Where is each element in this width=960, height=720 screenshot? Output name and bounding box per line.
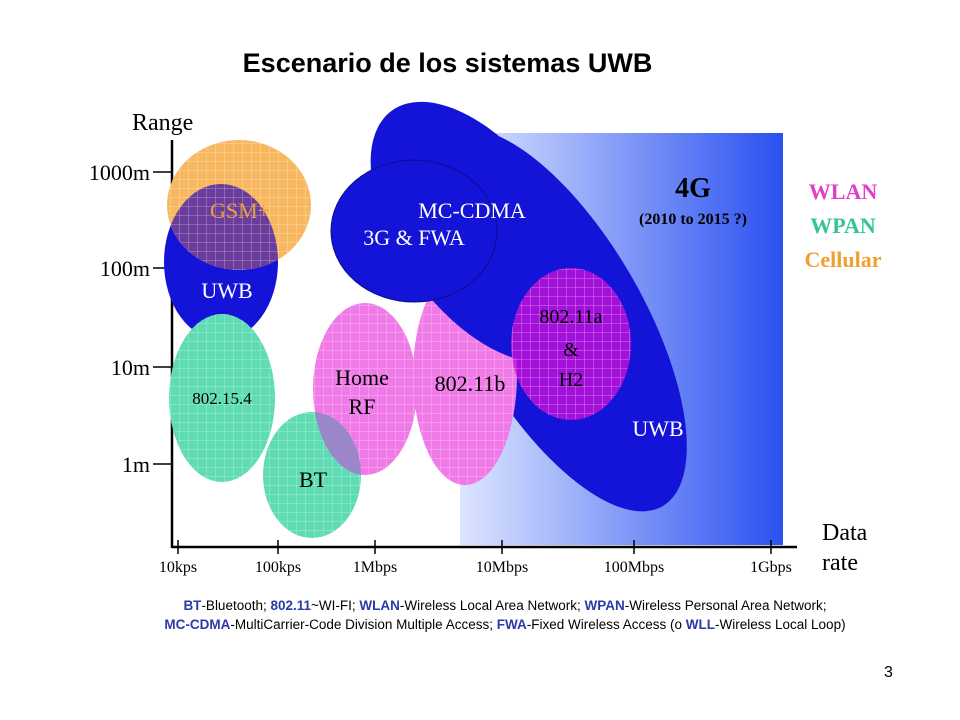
- y-axis-title: Range: [132, 110, 193, 136]
- label-802-11a: 802.11a: [539, 306, 602, 328]
- label-home: Home: [335, 365, 389, 390]
- ellipse-802-11a-h2: [511, 268, 631, 420]
- region-4g-title: 4G: [675, 173, 711, 204]
- overlap-bt-home: [313, 412, 361, 475]
- label-gsm: GSM+: [210, 198, 270, 223]
- label-bt: BT: [299, 467, 328, 492]
- x-tick-label: 100Mbps: [604, 559, 664, 576]
- region-4g-subtitle: (2010 to 2015 ?): [639, 211, 747, 228]
- label-mc-cdma: MC-CDMA: [418, 198, 526, 223]
- legend-cellular: Cellular: [805, 247, 882, 272]
- x-axis-title-line1: Data: [822, 520, 868, 546]
- label-802-15-4: 802.15.4: [192, 389, 252, 408]
- label-3g-fwa: 3G & FWA: [363, 225, 465, 250]
- x-tick-label: 10kps: [159, 559, 197, 576]
- legend-wpan: WPAN: [810, 213, 876, 238]
- y-tick-label: 10m: [111, 355, 150, 380]
- label-802-11b: 802.11b: [435, 371, 506, 396]
- ellipse-3g-fwa: [330, 159, 498, 303]
- legend-wlan: WLAN: [809, 179, 878, 204]
- x-tick-label: 1Mbps: [353, 559, 397, 576]
- y-tick-label: 1m: [122, 452, 150, 477]
- x-tick-label: 100kps: [255, 559, 301, 576]
- x-ticks: [177, 540, 772, 554]
- x-tick-label: 1Gbps: [750, 559, 792, 576]
- x-tick-label: 10Mbps: [476, 559, 528, 576]
- ellipse-802-15-4: [169, 314, 275, 482]
- slide-title: Escenario de los sistemas UWB: [242, 48, 653, 78]
- footnote-line-1: BT-Bluetooth; 802.11~WI-FI; WLAN-Wireles…: [183, 598, 827, 613]
- label-ampersand: &: [563, 339, 579, 361]
- x-axis-title-line2: rate: [822, 550, 858, 576]
- page-number: 3: [884, 664, 893, 681]
- y-tick-label: 1000m: [89, 160, 150, 185]
- overlap-uwb-gsm: [167, 184, 278, 270]
- label-uwb-large: UWB: [632, 416, 683, 441]
- label-rf: RF: [349, 394, 376, 419]
- y-tick-label: 100m: [100, 256, 150, 281]
- label-uwb-small: UWB: [201, 278, 252, 303]
- label-h2: H2: [559, 369, 583, 391]
- footnote-line-2: MC-CDMA-MultiCarrier-Code Division Multi…: [164, 617, 846, 632]
